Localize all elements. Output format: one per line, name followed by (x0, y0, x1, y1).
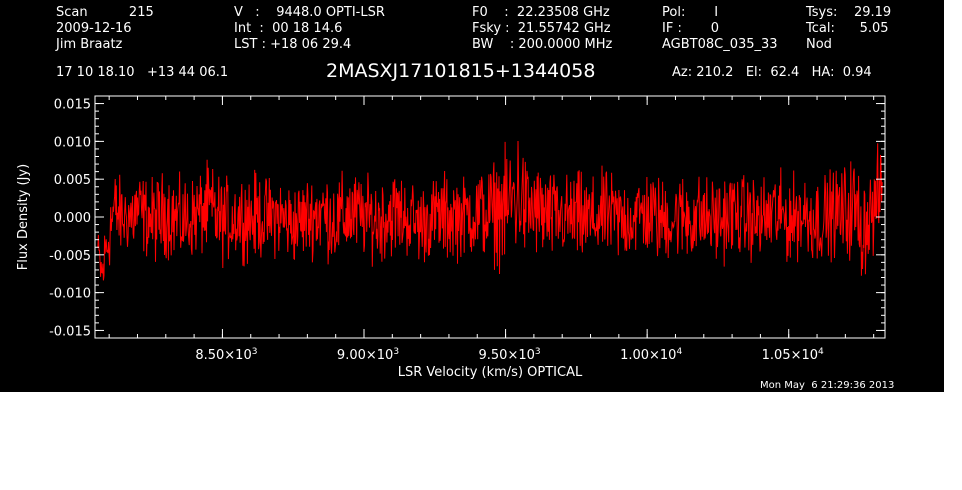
x-axis-title: LSR Velocity (km/s) OPTICAL (398, 365, 583, 380)
y-tick-label: -0.015 (49, 324, 91, 339)
az-el-ha-label: Az: 210.2 El: 62.4 HA: 0.94 (672, 65, 872, 80)
spectrum-chart: -0.015 -0.010 -0.005 0.000 0.005 0.010 0.015 8.… (16, 95, 886, 380)
spectrum-trace (97, 140, 883, 281)
timestamp: Mon May 6 21:29:36 2013 (760, 380, 895, 391)
observer-label: Jim Braatz (56, 37, 123, 52)
y-tick-label: -0.010 (49, 287, 91, 302)
tsys-label: Tsys: 29.19 (806, 5, 892, 20)
source-name: 2MASXJ17101815+1344058 (326, 60, 596, 82)
lst-label: LST : +18 06 29.4 (234, 37, 352, 52)
x-tick-label: 9.50×103 (479, 347, 541, 363)
y-axis-title: Flux Density (Jy) (16, 164, 31, 270)
procedure-label: Nod (806, 37, 832, 52)
x-tick-label: 8.50×103 (195, 347, 257, 363)
plot-panel: Scan 215 2009-12-16 Jim Braatz V : 9448.… (0, 0, 944, 392)
x-tick-label: 9.00×103 (337, 347, 399, 363)
f0-label: F0 : 22.23508 GHz (472, 5, 610, 20)
integration-label: Int : 00 18 14.6 (234, 21, 343, 36)
date-label: 2009-12-16 (56, 21, 132, 36)
coordinates-label: 17 10 18.10 +13 44 06.1 (56, 65, 229, 80)
y-tick-label: 0.005 (54, 173, 91, 188)
x-tick-label: 1.05×104 (762, 347, 824, 363)
y-tick-label: 0.000 (54, 211, 91, 226)
y-tick-label: 0.015 (54, 98, 91, 113)
velocity-label: V : 9448.0 OPTI-LSR (234, 5, 385, 20)
project-label: AGBT08C_035_33 (662, 37, 778, 52)
tcal-label: Tcal: 5.05 (806, 21, 889, 36)
x-tick-label: 1.00×104 (620, 347, 682, 363)
if-label: IF : 0 (662, 21, 720, 36)
pol-label: Pol: I (662, 5, 719, 20)
bandwidth-label: BW : 200.0000 MHz (472, 37, 613, 52)
fsky-label: Fsky : 21.55742 GHz (472, 21, 611, 36)
y-tick-label: 0.010 (54, 135, 91, 150)
y-tick-label: -0.005 (49, 249, 91, 264)
scan-label: Scan 215 (56, 5, 154, 20)
